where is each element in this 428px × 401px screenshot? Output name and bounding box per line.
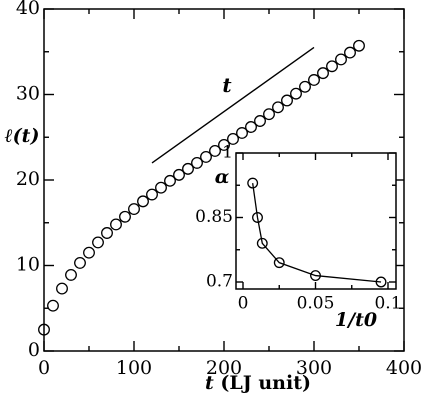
main-x-tick-label: 0: [38, 357, 50, 379]
inset-y-axis-label: α: [215, 166, 230, 188]
inset-data-points: [247, 177, 387, 288]
main-y-tick-label: 10: [16, 254, 40, 276]
main-data-point: [344, 46, 356, 59]
main-data-point: [56, 282, 68, 295]
main-x-tick-label: 400: [386, 357, 422, 379]
inset-x-tick-label: 0.05: [297, 294, 335, 314]
main-x-tick-label: 100: [116, 357, 152, 379]
main-data-point: [290, 87, 302, 100]
main-x-axis-label-unit: (LJ unit): [220, 372, 311, 394]
main-data-point: [47, 299, 59, 312]
main-x-axis-label: t (LJ unit): [205, 372, 311, 394]
main-data-point: [155, 181, 167, 194]
inset-data-point: [273, 257, 285, 269]
inset-data-point: [252, 212, 263, 223]
main-data-points: [38, 39, 365, 336]
main-data-point: [326, 60, 338, 73]
main-data-point: [38, 323, 50, 336]
main-data-point: [299, 80, 311, 93]
main-x-axis-label-var: t: [205, 372, 214, 394]
main-y-tick-label: 30: [16, 83, 40, 105]
main-data-point: [308, 74, 320, 86]
main-y-tick-label: 40: [16, 0, 40, 19]
main-x-tick-label: 300: [296, 357, 332, 379]
main-data-point: [281, 94, 293, 107]
main-data-point: [137, 195, 149, 208]
main-reference-line: t: [151, 46, 315, 164]
inset-data-point: [310, 270, 321, 282]
main-data-point: [353, 39, 365, 52]
inset-series-line: [252, 183, 382, 283]
main-data-point: [263, 108, 275, 121]
main-data-point: [164, 174, 176, 187]
main-data-point: [83, 246, 95, 259]
main-data-point: [146, 188, 158, 201]
inset-data-point: [375, 276, 387, 288]
inset-connecting-line: [252, 183, 382, 283]
inset-x-axis-label: 1/t0: [335, 309, 377, 331]
main-x-tick-label: 200: [206, 357, 242, 379]
main-y-tick-label: 20: [16, 168, 40, 190]
main-data-point: [335, 53, 347, 66]
main-data-point: [254, 115, 266, 127]
inset-y-tick-label: 0.7: [206, 272, 233, 292]
main-data-point: [173, 168, 185, 181]
main-data-point: [209, 144, 221, 157]
main-data-point: [74, 256, 86, 269]
inset-data-point: [247, 177, 259, 189]
main-data-point: [218, 138, 230, 151]
inset-data-point: [256, 237, 268, 249]
inset-x-tick-label: 0: [238, 294, 249, 314]
main-data-point: [236, 127, 248, 139]
inset-axis-ticks: 0 0.05 0.1 0.7 0.85 1: [195, 143, 401, 314]
reference-slope-line: [151, 46, 315, 164]
main-data-point: [245, 121, 257, 133]
main-y-tick-label: 0: [28, 339, 40, 361]
main-data-point: [191, 156, 203, 169]
main-data-point: [182, 162, 194, 175]
main-data-point: [110, 218, 122, 231]
main-data-point: [119, 210, 131, 223]
main-data-point: [101, 227, 113, 239]
inset-x-tick-label: 0.1: [374, 294, 401, 314]
main-data-point: [317, 67, 329, 80]
main-data-point: [92, 236, 104, 249]
reference-line-label: t: [222, 73, 232, 97]
main-data-point: [128, 203, 140, 216]
main-data-point: [65, 268, 77, 281]
inset-y-tick-label: 1: [222, 143, 233, 163]
main-data-point: [227, 133, 239, 145]
inset-plot-background: [236, 153, 396, 289]
main-y-axis-label: ℓ(t): [5, 125, 40, 147]
main-data-point: [272, 101, 284, 114]
inset-y-tick-label: 0.85: [195, 207, 233, 227]
main-data-point: [200, 150, 212, 163]
